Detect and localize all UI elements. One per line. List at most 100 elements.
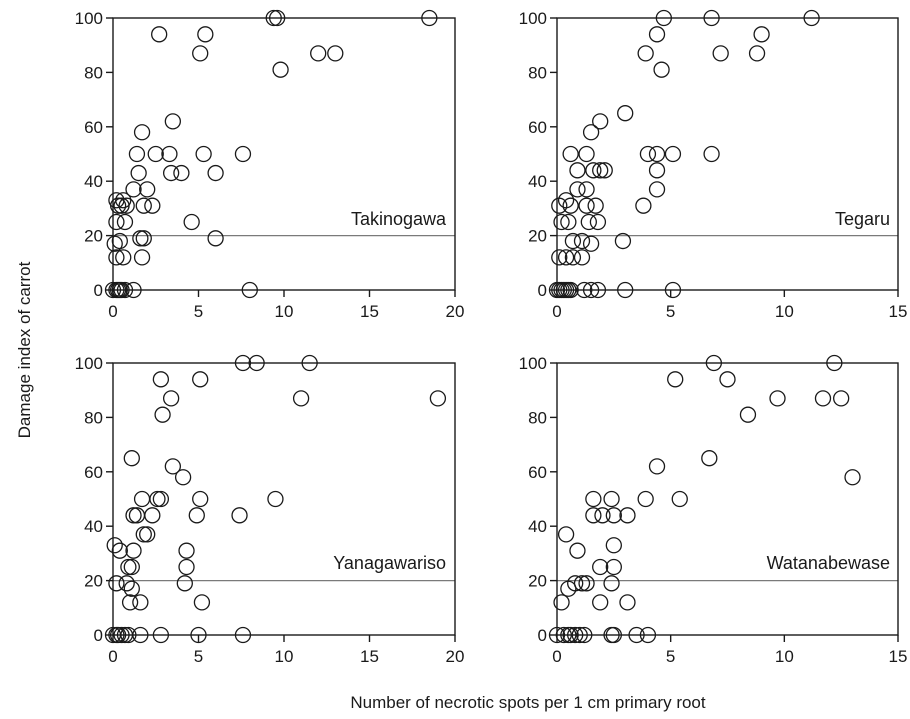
data-point xyxy=(576,281,593,299)
data-point xyxy=(152,490,170,508)
data-point xyxy=(617,281,634,299)
data-point xyxy=(113,626,130,644)
data-point xyxy=(582,235,600,252)
data-point xyxy=(144,507,161,524)
data-point xyxy=(592,558,609,576)
data-point xyxy=(125,542,142,559)
data-point xyxy=(135,230,152,247)
data-point xyxy=(573,249,591,266)
data-point xyxy=(551,249,568,266)
data-point xyxy=(152,626,170,644)
y-tick-label: 80 xyxy=(528,408,547,427)
data-point xyxy=(592,162,609,179)
data-point xyxy=(639,145,657,163)
data-point xyxy=(585,490,602,508)
data-point xyxy=(637,490,654,508)
data-point xyxy=(557,192,575,209)
data-point xyxy=(603,575,620,592)
data-point xyxy=(123,450,140,467)
data-point xyxy=(635,197,652,214)
data-point xyxy=(162,164,180,182)
data-point xyxy=(272,61,289,78)
y-tick-label: 40 xyxy=(84,172,103,191)
data-point xyxy=(265,9,282,27)
data-point xyxy=(135,526,152,543)
data-point xyxy=(596,162,613,179)
data-point xyxy=(116,281,134,299)
y-tick-label: 20 xyxy=(84,572,103,591)
data-point xyxy=(192,490,209,508)
x-tick-label: 0 xyxy=(552,647,561,666)
panel-title: Tegaru xyxy=(835,209,890,229)
data-point xyxy=(188,507,205,524)
data-point xyxy=(123,580,140,597)
data-point xyxy=(617,105,634,122)
data-point xyxy=(671,490,688,508)
data-point xyxy=(178,558,195,576)
panel-watanabewase: 0 20 40 60 80 100 0 5 10 15 Watanabewase xyxy=(519,354,908,666)
data-point xyxy=(111,542,128,559)
data-point xyxy=(578,181,595,198)
data-point xyxy=(162,390,180,407)
data-point xyxy=(703,145,720,163)
data-point xyxy=(769,390,786,407)
data-point xyxy=(149,490,166,508)
data-point xyxy=(104,281,122,299)
data-point xyxy=(178,542,195,559)
data-point xyxy=(135,197,152,214)
data-point xyxy=(555,626,572,644)
y-tick-label: 0 xyxy=(94,281,103,300)
data-point xyxy=(653,61,670,78)
panel-takinogawa: 0 20 40 60 80 100 0 5 10 15 20 Takinogawa xyxy=(75,9,465,321)
data-point xyxy=(648,162,666,179)
data-point xyxy=(562,145,579,163)
data-point xyxy=(664,145,682,163)
x-tick-label: 10 xyxy=(775,302,794,321)
panel-title: Takinogawa xyxy=(351,209,447,229)
data-point xyxy=(562,626,579,644)
data-point xyxy=(562,281,579,299)
data-point xyxy=(173,164,190,182)
x-tick-label: 10 xyxy=(275,647,294,666)
data-point xyxy=(116,213,134,231)
x-tick-label: 5 xyxy=(194,647,203,666)
data-point xyxy=(429,390,447,407)
x-tick-label: 20 xyxy=(446,302,465,321)
data-point xyxy=(197,26,214,43)
data-point xyxy=(120,626,137,644)
data-point xyxy=(648,26,666,43)
data-point xyxy=(592,594,609,611)
data-point xyxy=(267,490,284,508)
data-point xyxy=(132,230,149,247)
data-point xyxy=(133,124,151,141)
data-point xyxy=(553,213,570,231)
data-point xyxy=(193,594,211,611)
data-point xyxy=(571,626,588,644)
data-point xyxy=(569,181,586,198)
data-point xyxy=(576,626,593,644)
data-point xyxy=(580,213,597,231)
data-point xyxy=(814,390,832,407)
data-point xyxy=(803,9,820,27)
data-point xyxy=(151,26,168,43)
data-point xyxy=(826,354,843,372)
y-tick-label: 0 xyxy=(538,281,547,300)
data-point xyxy=(589,213,607,231)
data-point xyxy=(234,626,252,644)
data-point xyxy=(833,390,850,407)
data-point xyxy=(569,542,586,559)
y-tick-label: 80 xyxy=(84,408,103,427)
panel-title: Yanagawariso xyxy=(333,553,446,573)
data-point xyxy=(664,281,682,299)
plot-frame xyxy=(556,362,899,636)
data-point xyxy=(560,213,577,231)
data-point xyxy=(115,192,132,209)
data-point xyxy=(619,594,636,611)
y-tick-label: 20 xyxy=(528,227,547,246)
data-point xyxy=(125,181,142,198)
data-point xyxy=(327,45,344,62)
data-point xyxy=(111,232,128,250)
data-point xyxy=(118,575,135,592)
data-point xyxy=(108,213,125,231)
x-tick-label: 5 xyxy=(666,647,675,666)
